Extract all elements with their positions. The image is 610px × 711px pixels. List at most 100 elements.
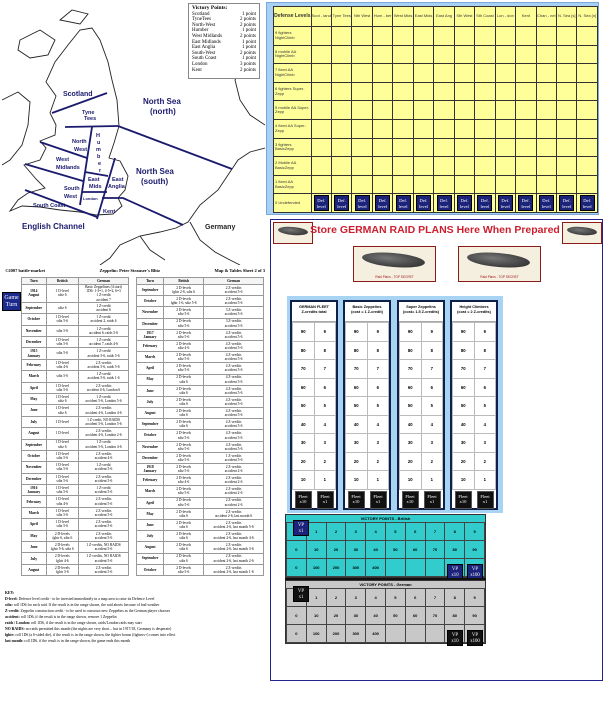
defense-cell[interactable] xyxy=(392,63,414,83)
defense-cell[interactable] xyxy=(392,44,414,65)
fleet-ones-cell[interactable]: 7 xyxy=(366,359,389,379)
defense-cell[interactable] xyxy=(310,100,333,120)
fleet-tens-cell[interactable]: 80 xyxy=(292,340,315,360)
defense-cell[interactable] xyxy=(535,156,558,176)
defense-cell[interactable] xyxy=(576,26,598,46)
def-level-counter[interactable]: Def. level xyxy=(334,195,350,212)
defense-cell[interactable]: Def. level xyxy=(371,193,394,213)
defense-cell[interactable] xyxy=(556,63,578,83)
raid-plan-card[interactable]: Raid Plans - TOP SECRET xyxy=(458,246,541,282)
defense-cell[interactable] xyxy=(453,156,476,176)
turn-row[interactable]: 1915 January sdtz 5-6 1 Z-credit accident … xyxy=(21,347,129,360)
defense-cell[interactable] xyxy=(412,100,435,120)
fleet-ones-cell[interactable]: 4 xyxy=(313,414,336,434)
defense-cell[interactable] xyxy=(433,81,455,102)
defense-cell[interactable] xyxy=(331,44,353,65)
defense-cell[interactable] xyxy=(474,100,496,120)
defense-cell[interactable] xyxy=(371,174,394,195)
vp-cell[interactable]: 70 xyxy=(424,606,446,625)
defense-cell[interactable] xyxy=(494,63,517,83)
fleet-tens-cell[interactable]: 90 xyxy=(399,322,422,342)
defense-cell[interactable]: Def. level xyxy=(433,193,455,213)
vp-cell[interactable]: 200 xyxy=(325,558,347,577)
defense-cell[interactable] xyxy=(351,118,373,139)
fleet-ones-cell[interactable]: 6 xyxy=(313,377,336,397)
defense-cell[interactable] xyxy=(433,174,455,195)
def-level-counter[interactable]: Def. level xyxy=(354,195,370,212)
defense-cell[interactable] xyxy=(310,63,333,83)
defense-cell[interactable] xyxy=(433,63,455,83)
def-level-counter[interactable]: Def. level xyxy=(395,195,411,212)
fleet-tens-cell[interactable]: 80 xyxy=(399,340,422,360)
defense-cell[interactable]: Def. level xyxy=(310,193,333,213)
defense-cell[interactable] xyxy=(392,118,414,139)
def-level-counter[interactable]: Def. level xyxy=(497,195,513,212)
fleet-counter-x10[interactable]: Fleet x10 xyxy=(347,490,365,509)
fleet-ones-cell[interactable]: 3 xyxy=(473,433,496,453)
defense-cell[interactable] xyxy=(310,156,333,176)
defense-cell[interactable] xyxy=(351,100,373,120)
turn-row[interactable]: July 2 D-levels fghtr 4-6 1 Z-credits, NO … xyxy=(21,552,129,565)
defense-cell[interactable] xyxy=(535,44,558,65)
defense-cell[interactable]: Def. level xyxy=(351,193,373,213)
fleet-tens-cell[interactable]: 60 xyxy=(452,377,475,397)
vp-cell[interactable]: 2 xyxy=(325,588,347,607)
vp-cell[interactable]: 7 xyxy=(424,522,446,541)
defense-cell[interactable] xyxy=(392,137,414,158)
vp-cell[interactable]: 50 xyxy=(384,540,406,559)
turn-row[interactable]: March 2 D-levels sdtz 5-6 2 Z-credits acci… xyxy=(135,485,264,498)
defense-cell[interactable] xyxy=(576,137,598,158)
def-level-counter[interactable]: Def. level xyxy=(416,195,432,212)
vp-cell[interactable]: 9 xyxy=(464,588,485,607)
defense-cell[interactable] xyxy=(433,26,455,46)
vp-cell[interactable]: 80 xyxy=(444,540,466,559)
fleet-tens-cell[interactable]: 90 xyxy=(345,322,368,342)
vp-cell[interactable]: 90 xyxy=(464,540,485,559)
fleet-tens-cell[interactable]: 30 xyxy=(452,433,475,453)
vp-cell[interactable]: 8 xyxy=(444,588,466,607)
vp-cell[interactable]: 100 xyxy=(305,558,327,577)
fleet-tens-cell[interactable]: 30 xyxy=(399,433,422,453)
fleet-tens-cell[interactable]: 20 xyxy=(452,451,475,471)
defense-cell[interactable] xyxy=(371,100,394,120)
vp-cell[interactable]: 300 xyxy=(345,624,367,643)
vp-cell[interactable] xyxy=(404,558,426,577)
fleet-counter-x10[interactable]: Fleet x10 xyxy=(454,490,472,509)
fleet-tens-cell[interactable]: 60 xyxy=(292,377,315,397)
fleet-tens-cell[interactable]: 40 xyxy=(345,414,368,434)
defense-cell[interactable] xyxy=(535,174,558,195)
fleet-tens-cell[interactable]: 10 xyxy=(452,470,475,490)
def-level-counter[interactable]: Def. level xyxy=(518,195,534,212)
defense-cell[interactable] xyxy=(392,26,414,46)
defense-cell[interactable] xyxy=(515,137,537,158)
fleet-counter-x10[interactable]: Fleet x10 xyxy=(401,490,419,509)
defense-cell[interactable] xyxy=(371,137,394,158)
fleet-tens-cell[interactable]: 70 xyxy=(399,359,422,379)
defense-cell[interactable]: Def. level xyxy=(331,193,353,213)
turn-row[interactable]: December 1 D-level sdtz 5-6 1 Z-credit acc… xyxy=(21,335,129,349)
fleet-ones-cell[interactable]: 3 xyxy=(420,433,443,453)
fleet-ones-cell[interactable]: 9 xyxy=(420,322,443,342)
game-turn-marker[interactable]: Game Turn xyxy=(2,292,21,311)
fleet-ones-cell[interactable]: 2 xyxy=(473,451,496,471)
fleet-ones-cell[interactable]: 9 xyxy=(313,322,336,342)
fleet-ones-cell[interactable]: 8 xyxy=(420,340,443,360)
fleet-tens-cell[interactable]: 60 xyxy=(345,377,368,397)
vp-cell[interactable]: 1 xyxy=(305,522,327,541)
defense-cell[interactable] xyxy=(392,100,414,120)
defense-cell[interactable] xyxy=(453,174,476,195)
fleet-ones-cell[interactable]: 2 xyxy=(366,451,389,471)
turn-row[interactable]: November 2 D-levels sdtz 5-6 3 Z-credits a… xyxy=(135,306,264,319)
vp-cell[interactable]: 100 xyxy=(305,624,327,643)
defense-cell[interactable]: Def. level xyxy=(494,193,517,213)
fleet-tens-cell[interactable]: 90 xyxy=(292,322,315,342)
vp-cell[interactable]: 30 xyxy=(345,540,367,559)
fleet-ones-cell[interactable]: 8 xyxy=(473,340,496,360)
fleet-tens-cell[interactable]: 80 xyxy=(452,340,475,360)
defense-cell[interactable] xyxy=(576,118,598,139)
fleet-tens-cell[interactable]: 20 xyxy=(292,451,315,471)
